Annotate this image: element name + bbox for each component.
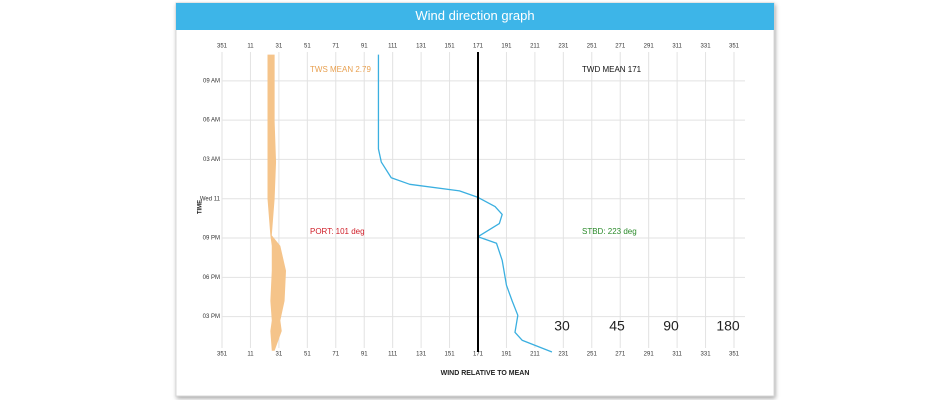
y-axis-label: TIME [198,200,204,214]
x-tick-label: 191 [501,44,512,50]
annotation: STBD: 223 deg [582,227,637,236]
x-tick-label: 351 [729,352,740,358]
zoom-button[interactable]: 90 [663,318,679,334]
x-tick-label: 71 [332,352,339,358]
x-tick-label: 211 [530,352,540,358]
x-axis-label: WIND RELATIVE TO MEAN [441,370,530,377]
x-tick-label: 71 [332,44,339,50]
x-tick-label: 91 [361,352,368,358]
speed-area [267,54,286,351]
y-tick-label: Wed 11 [200,196,221,202]
x-tick-label: 31 [276,44,283,50]
x-tick-label: 111 [388,352,398,358]
header-bar [176,3,774,30]
x-tick-label: 51 [304,352,311,358]
zoom-button[interactable]: 45 [609,318,625,334]
chart-title: Wind direction graph [415,8,534,23]
x-tick-label: 231 [558,44,569,50]
card [175,2,775,397]
annotation: TWS MEAN 2.79 [310,65,371,74]
x-tick-label: 31 [276,352,283,358]
zoom-button[interactable]: 30 [554,318,570,334]
x-tick-label: 291 [644,352,655,358]
y-tick-label: 03 PM [203,314,220,320]
x-tick-label: 331 [701,352,712,358]
y-tick-label: 06 PM [203,275,220,281]
annotation: TWD MEAN 171 [582,65,642,74]
x-tick-label: 231 [558,352,569,358]
x-tick-label: 171 [473,352,484,358]
x-tick-label: 131 [416,352,427,358]
y-tick-label: 09 AM [203,78,220,84]
x-tick-label: 111 [388,44,398,50]
x-tick-label: 271 [615,44,626,50]
x-tick-label: 351 [217,44,228,50]
x-tick-label: 151 [445,44,456,50]
y-tick-label: 09 PM [203,236,220,242]
annotation: PORT: 101 deg [310,227,365,236]
x-tick-label: 251 [587,352,598,358]
x-tick-label: 11 [247,352,254,358]
x-tick-label: 211 [530,44,540,50]
x-tick-label: 351 [217,352,228,358]
plot: 3513511111313151517171919111111113113115… [200,44,745,358]
x-tick-label: 171 [473,44,484,50]
y-tick-label: 03 AM [203,157,220,163]
x-tick-label: 351 [729,44,740,50]
x-tick-label: 271 [615,352,626,358]
x-tick-label: 311 [672,44,682,50]
x-tick-label: 151 [445,352,456,358]
y-tick-label: 06 AM [203,118,220,124]
zoom-button[interactable]: 180 [716,318,740,334]
x-tick-label: 251 [587,44,598,50]
x-tick-label: 191 [501,352,512,358]
x-tick-label: 51 [304,44,311,50]
x-tick-label: 331 [701,44,712,50]
direction-line [377,54,553,353]
x-tick-label: 91 [361,44,368,50]
x-tick-label: 311 [672,352,682,358]
x-tick-label: 291 [644,44,655,50]
x-tick-label: 11 [247,44,254,50]
x-tick-label: 131 [416,44,427,50]
